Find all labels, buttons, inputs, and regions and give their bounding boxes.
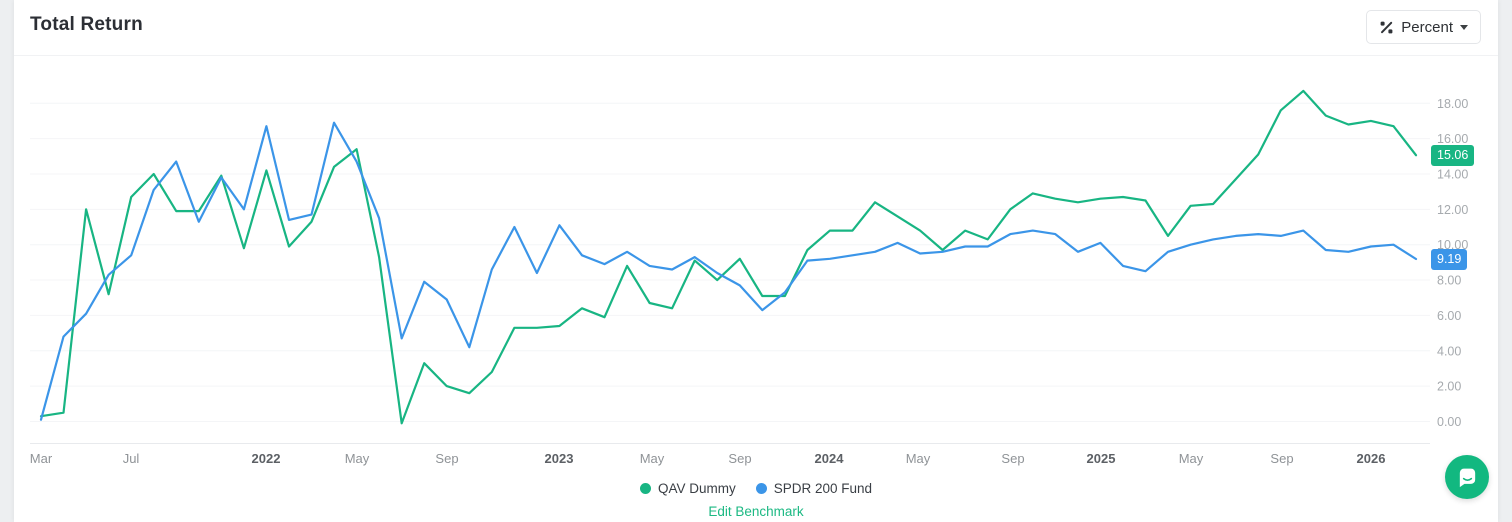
last-value-badge-spdr-200-fund: 9.19 <box>1431 248 1468 270</box>
x-tick-label: 2024 <box>815 451 845 466</box>
y-tick-label: 18.00 <box>1437 97 1468 111</box>
x-tick-label: Sep <box>1001 451 1024 466</box>
x-tick-label: Jul <box>123 451 140 466</box>
legend-label: SPDR 200 Fund <box>773 480 873 496</box>
x-tick-label: May <box>1179 451 1204 466</box>
series-line-spdr-200-fund <box>39 121 1418 421</box>
x-tick-label: Sep <box>1270 451 1293 466</box>
y-tick-label: 16.00 <box>1437 132 1468 146</box>
x-tick-label: 2022 <box>252 451 281 466</box>
benchmark-row: Edit Benchmark <box>14 502 1498 520</box>
y-tick-label: 14.00 <box>1437 167 1468 181</box>
x-tick-label: May <box>906 451 931 466</box>
x-tick-label: Mar <box>30 451 53 466</box>
card-header: Total Return Percent <box>14 0 1498 56</box>
y-tick-label: 2.00 <box>1437 380 1461 394</box>
percent-icon <box>1379 20 1394 35</box>
legend-dot-spdr-200-fund <box>755 482 767 494</box>
total-return-card: Total Return Percent 18.00 16.00 14.00 12.0… <box>14 0 1498 522</box>
x-tick-label: Sep <box>728 451 751 466</box>
unit-dropdown-button[interactable]: Percent <box>1366 10 1481 44</box>
chevron-down-icon <box>1460 25 1468 30</box>
edit-benchmark-link[interactable]: Edit Benchmark <box>708 503 804 519</box>
y-tick-label: 8.00 <box>1437 274 1461 288</box>
x-tick-label: May <box>640 451 665 466</box>
x-tick-label: 2025 <box>1087 451 1116 466</box>
y-tick-label: 12.00 <box>1437 203 1468 217</box>
x-tick-label: Sep <box>435 451 458 466</box>
x-tick-label: 2026 <box>1357 451 1386 466</box>
y-tick-label: 6.00 <box>1437 309 1461 323</box>
legend-dot-qav-dummy <box>639 482 651 494</box>
legend-item-qav-dummy[interactable]: QAV Dummy <box>639 480 736 496</box>
chat-bubble-icon <box>1456 466 1479 489</box>
unit-dropdown-label: Percent <box>1401 18 1453 36</box>
chat-launcher-button[interactable] <box>1445 455 1489 499</box>
series-line-qav-dummy <box>39 89 1418 425</box>
x-tick-label: 2023 <box>545 451 574 466</box>
last-value-badge-qav-dummy: 15.06 <box>1431 144 1475 166</box>
legend-item-spdr-200-fund[interactable]: SPDR 200 Fund <box>755 480 873 496</box>
page-title: Total Return <box>30 14 143 35</box>
y-tick-label: 4.00 <box>1437 344 1461 358</box>
y-tick-label: 0.00 <box>1437 415 1461 429</box>
x-tick-label: May <box>345 451 370 466</box>
legend-label: QAV Dummy <box>657 480 736 496</box>
chart-plot-area[interactable]: 18.0016.0014.0012.0010.008.006.004.002.0… <box>14 0 1498 472</box>
chart-legend: QAV Dummy SPDR 200 Fund <box>14 479 1498 497</box>
